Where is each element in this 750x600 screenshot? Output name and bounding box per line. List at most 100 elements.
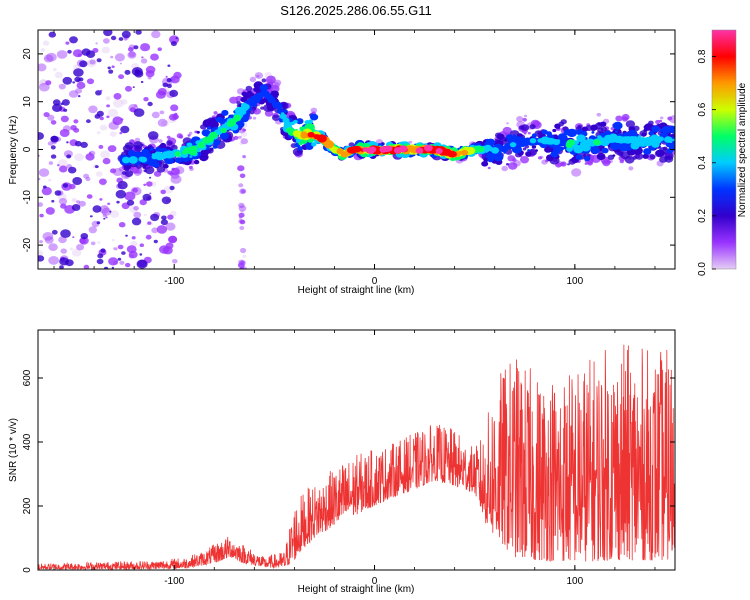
- spectrogram-cell: [115, 189, 127, 199]
- spectrogram-cell: [50, 135, 59, 143]
- spectrogram-cell: [121, 251, 126, 255]
- spectrogram-cell: [170, 174, 182, 184]
- spectrogram-cell: [559, 146, 565, 151]
- spectrogram-cell: [628, 166, 634, 171]
- colorbar-tick-label: 0.8: [697, 49, 708, 63]
- spectrogram-cell: [142, 193, 152, 201]
- spectrogram-cell: [80, 141, 88, 148]
- spectrogram-cell: [133, 211, 142, 219]
- spectrogram-cell: [155, 147, 162, 154]
- spectrogram-cell: [140, 43, 151, 52]
- spectrogram-cell: [134, 137, 141, 143]
- spectrogram-cell: [230, 118, 237, 124]
- spectrogram-cell: [612, 121, 623, 130]
- spectrogram-cell: [642, 153, 649, 159]
- spectrogram-cell: [660, 116, 664, 120]
- spectrogram-cell: [150, 213, 160, 222]
- spectrogram-cell: [172, 259, 178, 264]
- spectrogram-cell: [581, 126, 589, 132]
- colorbar-scale: [712, 30, 736, 269]
- spectrogram-cell: [667, 137, 673, 143]
- spectrogram-cell: [38, 250, 44, 257]
- spectrogram-cell: [162, 246, 173, 255]
- spectrogram-cell: [85, 176, 91, 182]
- spectrogram-cell: [59, 265, 64, 269]
- snr-frame: [37, 329, 676, 571]
- spectrogram-cell: [96, 58, 102, 63]
- spectrogram-cell: [140, 143, 144, 147]
- spectrogram-cell: [609, 137, 616, 143]
- spectrogram-cell: [599, 121, 607, 127]
- spectrogram-cell: [169, 113, 178, 121]
- x-tick-label: -100: [164, 576, 184, 587]
- spectrogram-cell: [124, 69, 131, 75]
- spectrogram-cell: [186, 142, 193, 148]
- spectrogram-cell: [556, 139, 560, 143]
- spectrogram-cell: [149, 176, 152, 179]
- spectrogram-cell: [184, 158, 189, 162]
- spectrogram-cell: [110, 168, 117, 174]
- spectrogram-cell: [46, 52, 57, 62]
- spectrogram-cell: [58, 198, 68, 205]
- spectrogram-cell: [449, 151, 457, 158]
- spectrogram-cell: [630, 127, 635, 131]
- spectrogram-cell: [193, 159, 200, 165]
- spectrogram-cell: [99, 116, 104, 121]
- spectrogram-cell: [196, 130, 200, 134]
- spectrogram-cell: [139, 253, 143, 256]
- spectrogram-cell: [241, 190, 245, 194]
- spectrogram-cell: [487, 166, 491, 170]
- spectrogram-cell: [651, 135, 660, 142]
- spectrogram-cell: [113, 93, 122, 100]
- spectrogram-cell: [101, 207, 112, 216]
- spectrogram-cell: [51, 199, 55, 203]
- spectrogram-cell: [63, 108, 68, 112]
- spectrogram-cell: [71, 248, 82, 257]
- spectrogram-cell: [503, 151, 507, 154]
- spectrogram-cell: [58, 83, 66, 90]
- colorbar-tick-label: 0.0: [697, 262, 708, 276]
- spectrogram-cell: [648, 131, 654, 136]
- spectrogram-cell: [103, 204, 109, 209]
- spectrogram-cell: [228, 114, 233, 119]
- spectrogram-cell: [151, 30, 161, 39]
- spectrogram-cell: [165, 75, 168, 78]
- spectrogram-cell: [96, 221, 101, 225]
- spectrogram-cell: [154, 151, 163, 159]
- spectrogram-cell: [308, 119, 313, 124]
- colorbar-tick-label: 0.6: [697, 102, 708, 116]
- spectrogram-cell: [159, 110, 165, 115]
- spectrogram-cell: [38, 255, 45, 262]
- spectrogram-cell: [94, 165, 99, 169]
- spectrogram-cell: [529, 124, 536, 130]
- spectrogram-cell: [96, 131, 101, 135]
- spectrogram-cell: [62, 183, 69, 188]
- spectrogram-cell: [507, 137, 516, 144]
- snr-x-label: Height of straight line (km): [298, 584, 415, 595]
- colorbar-frame: [711, 29, 737, 270]
- spectrogram-cell: [238, 203, 246, 209]
- spectrogram-cell: [54, 71, 63, 79]
- spectrogram-cell: [125, 262, 131, 268]
- spectrogram-cell: [129, 206, 138, 214]
- spectrogram-cell: [140, 80, 144, 84]
- spectrogram-cell: [238, 202, 245, 208]
- y-tick-label: 0: [22, 567, 33, 573]
- spectrogram-cell: [133, 45, 139, 50]
- spectrogram-cell: [170, 75, 180, 84]
- spectrogram-cell: [151, 111, 160, 119]
- spectrogram-cell: [538, 156, 542, 160]
- spectrogram-cell: [118, 222, 126, 228]
- spectrogram-cell: [75, 88, 83, 94]
- spectrogram-cell: [58, 236, 67, 244]
- spectrogram-cell: [166, 140, 173, 146]
- spectrogram-cell: [313, 134, 320, 140]
- spectrogram-cell: [554, 123, 561, 129]
- spectrogram-cell: [45, 80, 52, 86]
- snr-panel: -100 0 100 0 200 400 600 Height of straight l…: [8, 329, 676, 595]
- spectrogram-cell: [97, 241, 101, 244]
- spectrogram-cell: [124, 149, 129, 154]
- x-tick-label: 100: [566, 576, 583, 587]
- spectrogram-cell: [165, 222, 176, 231]
